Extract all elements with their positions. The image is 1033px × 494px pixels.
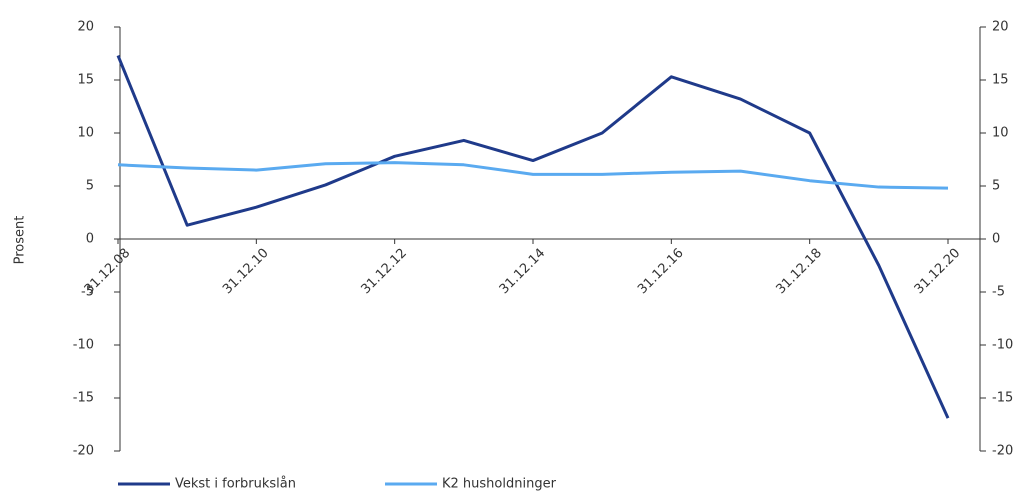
legend-label: K2 husholdninger: [442, 477, 557, 492]
y2-tick-label: 5: [992, 179, 1000, 194]
series-line: [117, 161, 949, 190]
y2-tick-label: -15: [992, 391, 1013, 406]
x-tick-label: 31.12.12: [358, 246, 410, 298]
y-tick-label: 20: [77, 20, 94, 35]
y2-tick-label: 0: [992, 232, 1000, 247]
y2-tick-label: 15: [992, 73, 1009, 88]
x-tick-label: 31.12.08: [82, 246, 134, 298]
x-tick-label: 31.12.18: [773, 246, 825, 298]
y-tick-label: 10: [77, 126, 94, 141]
y-axis-label: Prosent: [13, 216, 28, 265]
y2-tick-label: -20: [992, 444, 1013, 459]
y-tick-label: -15: [73, 391, 94, 406]
legend-label: Vekst i forbrukslån: [175, 477, 296, 492]
y-tick-label: -20: [73, 444, 94, 459]
x-tick-label: 31.12.20: [912, 246, 964, 298]
y-tick-label: 0: [86, 232, 94, 247]
y2-tick-label: 10: [992, 126, 1009, 141]
y-tick-label: -10: [73, 338, 94, 353]
x-tick-label: 31.12.16: [635, 246, 687, 298]
y2-tick-label: 20: [992, 20, 1009, 35]
y-tick-label: 15: [77, 73, 94, 88]
y2-tick-label: -5: [992, 285, 1005, 300]
y2-tick-label: -10: [992, 338, 1013, 353]
x-tick-label: 31.12.14: [497, 246, 549, 298]
y-tick-label: -5: [81, 285, 94, 300]
series-line: [116, 55, 950, 419]
y-tick-label: 5: [86, 179, 94, 194]
x-tick-label: 31.12.10: [220, 246, 272, 298]
